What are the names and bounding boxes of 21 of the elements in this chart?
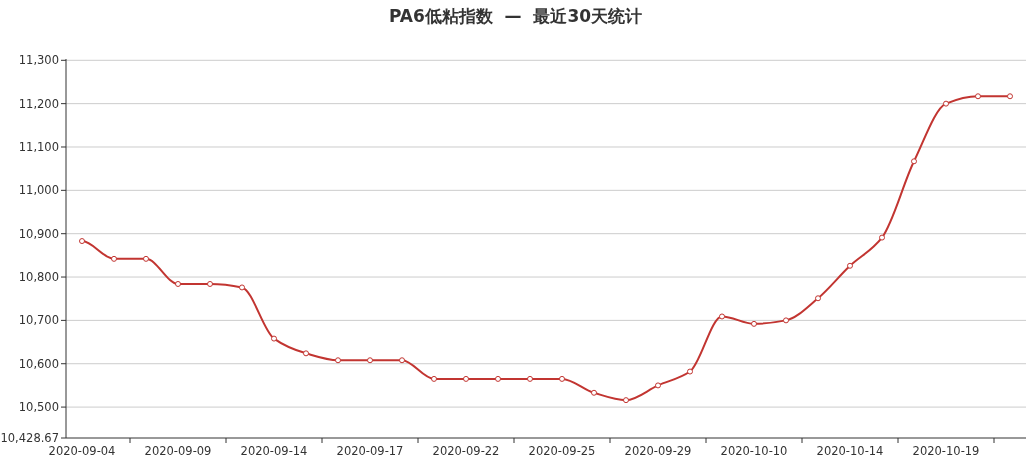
x-tick-label: 2020-10-14 — [816, 444, 884, 458]
x-tick-label: 2020-09-25 — [528, 444, 596, 458]
x-tick-label: 2020-09-17 — [336, 444, 404, 458]
y-tick-label: 10,428.67 — [0, 431, 59, 445]
chart-title: PA6低粘指数 — 最近30天统计 — [388, 6, 643, 26]
y-tick-label: 11,000 — [18, 183, 59, 198]
x-tick-label: 2020-09-04 — [48, 444, 116, 458]
x-tick-label: 2020-09-14 — [240, 444, 308, 458]
x-tick-label: 2020-10-19 — [912, 444, 980, 458]
y-tick-label: 10,500 — [18, 400, 59, 415]
y-tick-label: 10,600 — [18, 356, 59, 371]
x-tick-label: 2020-10-10 — [720, 444, 788, 458]
y-tick-label: 11,300 — [18, 53, 59, 68]
x-tick-label: 2020-09-09 — [144, 444, 212, 458]
y-tick-label: 10,900 — [18, 226, 59, 241]
x-tick-label: 2020-09-29 — [624, 444, 692, 458]
y-tick-label: 10,700 — [18, 313, 59, 328]
y-tick-label: 11,100 — [18, 140, 59, 154]
y-tick-label: 11,200 — [18, 96, 59, 111]
y-tick-label: 10,800 — [18, 270, 59, 285]
x-tick-label: 2020-09-22 — [432, 444, 500, 458]
